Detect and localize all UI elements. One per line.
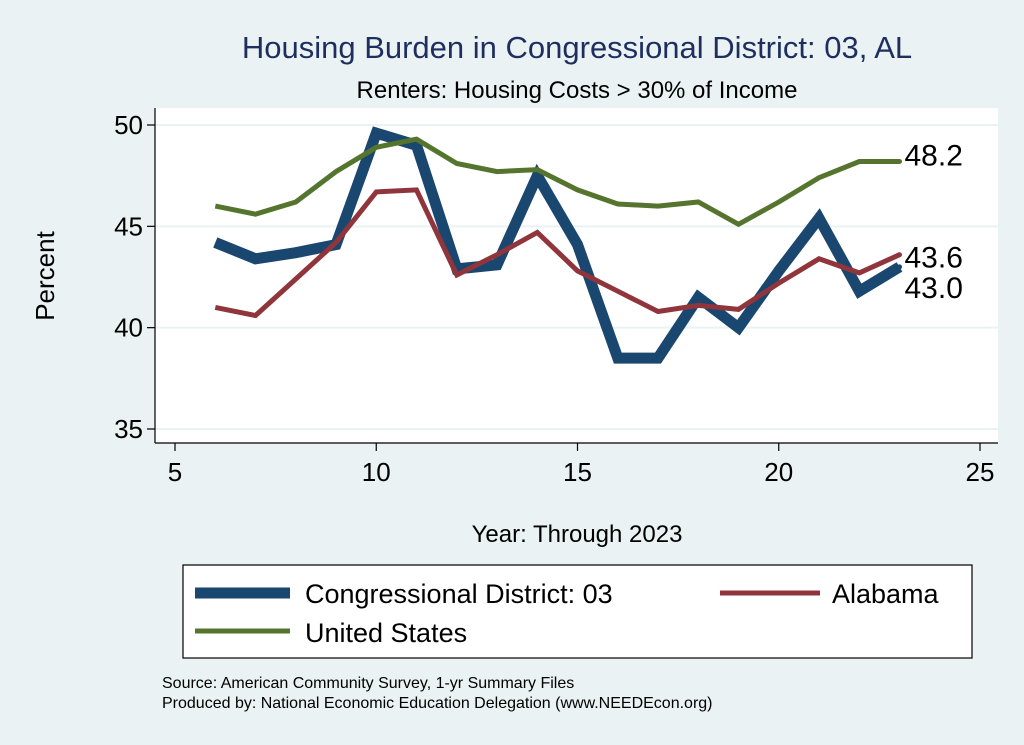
legend-box	[182, 564, 973, 659]
x-tick-label: 25	[966, 457, 995, 487]
x-tick-label: 10	[362, 457, 391, 487]
y-tick-label: 45	[114, 211, 143, 241]
end-label-2: 48.2	[905, 139, 963, 172]
legend-label-0: Congressional District: 03	[305, 579, 613, 609]
y-tick-label: 50	[114, 110, 143, 140]
end-label-1: 43.6	[905, 242, 963, 275]
x-tick-label: 20	[764, 457, 793, 487]
source-note: Source: American Community Survey, 1-yr …	[162, 675, 574, 692]
x-axis-label: Year: Through 2023	[472, 521, 683, 548]
chart-title: Housing Burden in Congressional District…	[242, 30, 912, 65]
producer-note: Produced by: National Economic Education…	[162, 695, 713, 712]
series-group	[213, 126, 903, 364]
series-line-2	[214, 136, 900, 228]
legend-label-2: United States	[305, 618, 467, 648]
series-line-1	[214, 187, 901, 319]
y-tick-label: 35	[114, 414, 143, 444]
series-end-point-0	[897, 264, 902, 270]
legend-label-1: Alabama	[832, 579, 940, 609]
y-axis-label: Percent	[30, 230, 60, 320]
y-tick-label: 40	[114, 313, 143, 343]
end-labels: 43.043.6 48.2	[905, 139, 963, 304]
legend: Congressional District: 03 Alabama United …	[182, 564, 973, 659]
series-end-point-2	[897, 158, 902, 164]
gridlines	[155, 124, 998, 430]
plot-area	[155, 108, 998, 443]
x-tick-label: 15	[563, 457, 592, 487]
chart-subtitle: Renters: Housing Costs > 30% of Income	[357, 77, 798, 104]
axes: 35 40 45 50 5 10 15 20 25	[114, 108, 998, 487]
series-end-point-1	[897, 252, 902, 258]
end-label-0: 43.0	[905, 272, 963, 305]
x-tick-label: 5	[168, 457, 182, 487]
